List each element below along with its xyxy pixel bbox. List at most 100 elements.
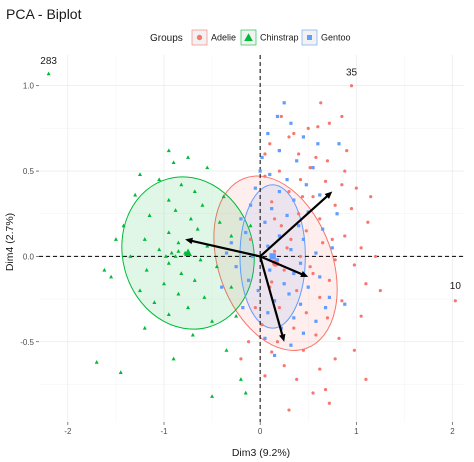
data-point [318, 295, 322, 299]
arrow-shaft [259, 255, 306, 277]
data-point [277, 189, 281, 194]
data-point [277, 306, 281, 310]
data-point [311, 271, 315, 276]
data-point [287, 189, 291, 194]
data-point [323, 387, 328, 392]
y-tick-label: -0.5 [20, 338, 34, 347]
data-point [319, 101, 323, 105]
data-point [343, 234, 347, 238]
data-point [210, 394, 215, 398]
data-point [304, 229, 308, 233]
data-point [285, 178, 289, 182]
data-point [272, 249, 277, 253]
data-point [169, 250, 174, 255]
data-point [147, 213, 152, 217]
data-point [229, 241, 233, 245]
data-point [195, 226, 200, 231]
data-point [166, 148, 171, 153]
outlier-label-283: 283 [40, 56, 57, 67]
data-point [359, 314, 363, 318]
data-point [289, 237, 293, 241]
data-point [142, 237, 147, 241]
data-point [289, 343, 293, 347]
outlier-label-10: 10 [450, 281, 462, 292]
data-point [292, 271, 296, 276]
data-point [268, 172, 272, 177]
data-point [304, 311, 308, 315]
data-point [102, 267, 107, 272]
data-point [304, 183, 308, 187]
data-point [337, 142, 341, 146]
data-point [340, 114, 344, 119]
legend-swatch-adelie [196, 34, 203, 41]
data-point [301, 348, 306, 352]
data-point [337, 336, 341, 340]
data-point [221, 194, 226, 199]
data-point [279, 224, 283, 228]
data-point [300, 195, 305, 199]
data-point [244, 230, 248, 235]
data-point [321, 227, 325, 231]
x-tick-label: -2 [64, 427, 72, 436]
data-point [258, 169, 262, 173]
data-point [335, 212, 339, 216]
data-point [248, 203, 253, 207]
data-point [176, 249, 181, 253]
data-point [270, 350, 274, 354]
axes: -2 -1 0 1 2 -0.5 0.0 0.5 1.0 [20, 82, 455, 436]
data-point [275, 340, 280, 344]
data-point [301, 237, 306, 241]
legend: Groups Adelie Chinstrap Gentoo [150, 29, 351, 46]
data-point [311, 166, 315, 170]
data-point [263, 152, 267, 156]
series-gentoo [220, 101, 347, 358]
data-point [325, 316, 330, 320]
data-point [171, 356, 176, 361]
data-point [318, 193, 322, 197]
data-point [173, 208, 178, 212]
data-point [217, 220, 222, 224]
data-point [295, 288, 299, 293]
data-point [270, 200, 274, 204]
data-point [113, 237, 118, 241]
data-point [186, 155, 191, 159]
data-point [241, 306, 245, 310]
data-point [308, 265, 312, 269]
data-point [330, 237, 334, 241]
data-point [263, 220, 267, 224]
data-point [176, 240, 181, 245]
x-tick-label: 0 [258, 427, 263, 436]
data-point [298, 254, 303, 259]
data-point [298, 302, 303, 306]
legend-label-chinstrap: Chinstrap [260, 33, 299, 43]
data-point [277, 148, 281, 153]
data-point [186, 305, 191, 310]
data-point [190, 332, 195, 337]
data-point [239, 357, 243, 361]
data-point [275, 258, 280, 262]
data-point [301, 135, 306, 139]
data-point [243, 390, 248, 395]
data-point [270, 280, 274, 284]
data-point [173, 254, 178, 258]
data-point [192, 189, 197, 194]
data-point [314, 251, 318, 255]
data-point [163, 254, 168, 258]
data-point [192, 278, 197, 282]
data-point [327, 295, 331, 299]
data-point [311, 391, 315, 395]
data-point [330, 246, 334, 250]
data-point [327, 121, 331, 125]
data-point [157, 247, 162, 252]
x-tick-label: 1 [354, 427, 359, 436]
series-chinstrap [46, 71, 253, 398]
data-point [144, 267, 149, 272]
data-point [295, 377, 299, 381]
data-point [287, 408, 291, 412]
data-point [349, 84, 354, 88]
data-point [349, 207, 354, 211]
data-point [327, 401, 331, 405]
data-point [282, 268, 286, 272]
data-point [260, 323, 264, 327]
